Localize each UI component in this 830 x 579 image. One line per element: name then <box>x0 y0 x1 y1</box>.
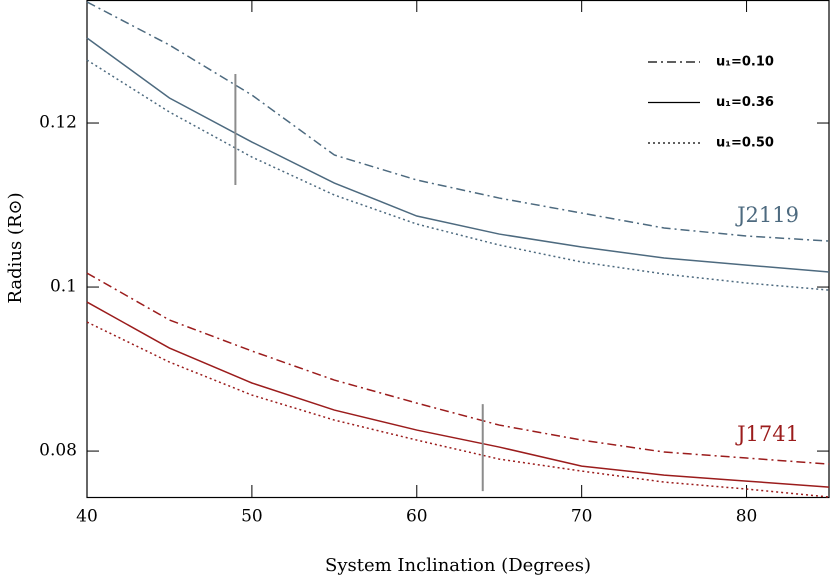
curve <box>86 37 830 273</box>
y-tick-label: 0.12 <box>39 113 77 133</box>
legend-label: u₁=0.50 <box>716 136 774 151</box>
legend-label: u₁=0.10 <box>716 55 774 70</box>
x-axis-title: System Inclination (Degrees) <box>325 555 591 576</box>
plot-frame <box>86 0 830 499</box>
legend-label: u₁=0.36 <box>716 95 774 110</box>
x-tick-label: 80 <box>736 507 758 527</box>
curve <box>86 321 830 498</box>
x-tick-label: 40 <box>76 507 98 527</box>
x-tick-label: 70 <box>571 507 593 527</box>
y-axis-title: Radius (R⊙) <box>5 192 26 303</box>
series-label: J1741 <box>735 422 799 446</box>
curve <box>86 1 830 242</box>
x-tick-label: 50 <box>241 507 263 527</box>
y-tick-label: 0.08 <box>39 441 77 461</box>
curve <box>86 301 830 488</box>
series-label: J2119 <box>735 203 799 227</box>
x-tick-label: 60 <box>406 507 428 527</box>
y-tick-label: 0.1 <box>50 277 77 297</box>
curve <box>86 272 830 465</box>
